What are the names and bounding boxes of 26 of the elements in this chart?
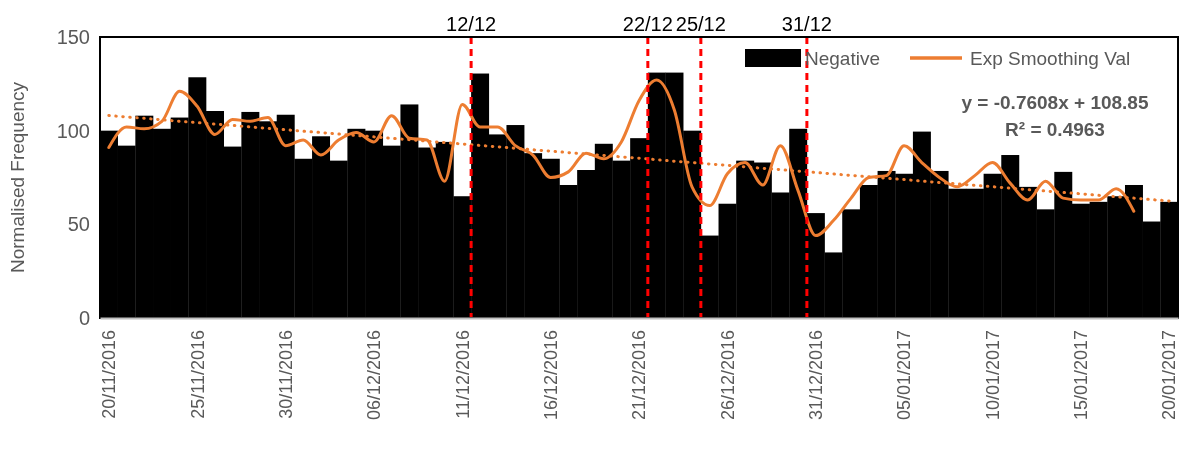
text: 25/12 (675, 13, 726, 35)
x-tick-label: 06/12/2016 (364, 330, 385, 421)
annotation: R² = 0.4963 (1005, 119, 1105, 140)
x-tick-label: 11/12/2016 (452, 330, 473, 419)
y-tick-label: 150 (56, 25, 90, 48)
y-tick-label: 0 (78, 306, 90, 329)
legend-label: Exp Smoothing Val (970, 48, 1131, 69)
y-axis-title: Normalised Frequency (7, 81, 28, 274)
y-tick-label: 50 (67, 213, 90, 236)
x-tick-label: 05/01/2017 (894, 330, 915, 421)
x-tick-label: 21/12/2016 (629, 330, 650, 421)
x-tick-label: 30/11/2016 (275, 330, 296, 419)
text: 22/12 (622, 13, 673, 35)
x-tick-label: 25/11/2016 (187, 330, 208, 419)
x-tick-label: 26/12/2016 (717, 330, 738, 421)
text: 31/12 (781, 13, 832, 35)
legend-label: Negative (805, 48, 880, 69)
y-tick-label: 100 (56, 119, 90, 142)
x-tick-label: 20/11/2016 (99, 330, 120, 419)
x-tick-label: 16/12/2016 (540, 330, 561, 421)
x-tick-label: 20/01/2017 (1159, 330, 1180, 421)
text: 12/12 (446, 13, 497, 35)
x-tick-label: 31/12/2016 (806, 330, 827, 421)
annotation: y = -0.7608x + 108.85 (961, 92, 1149, 113)
x-tick-label: 15/01/2017 (1071, 330, 1092, 421)
x-tick-label: 10/01/2017 (982, 330, 1003, 421)
